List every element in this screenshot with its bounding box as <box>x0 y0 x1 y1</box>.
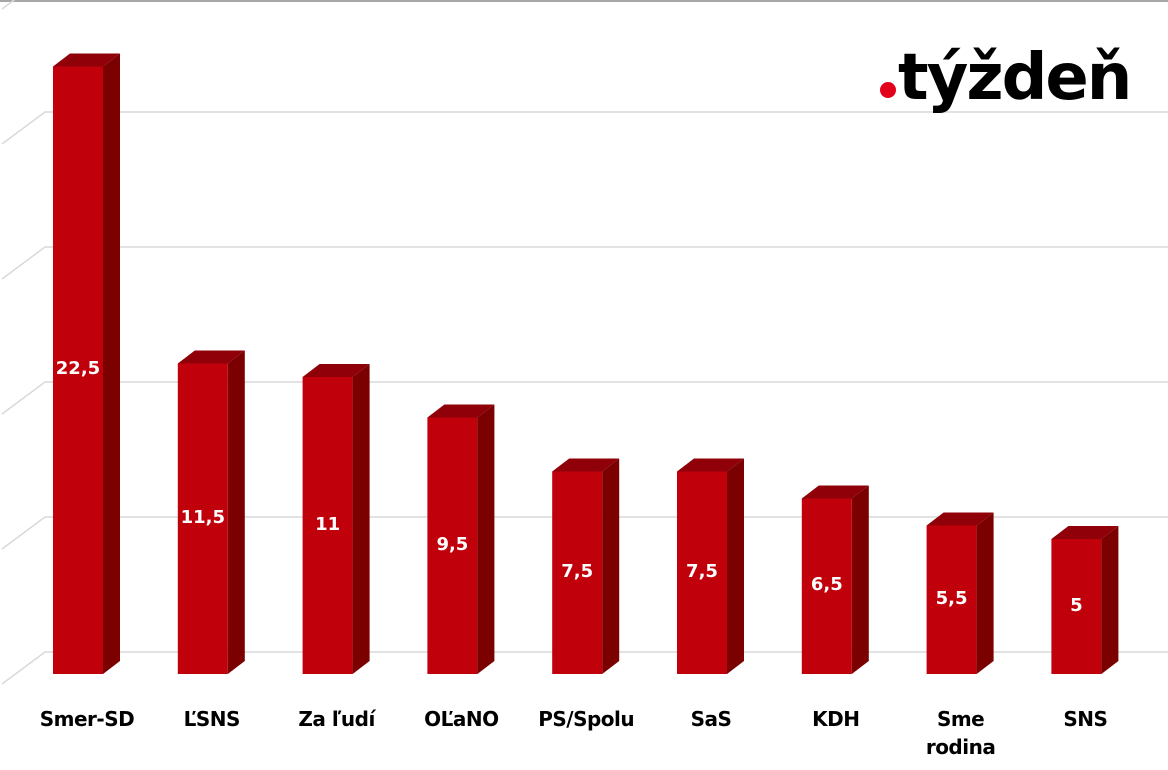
bar-5 <box>552 458 620 674</box>
category-label-line: KDH <box>812 707 860 731</box>
bar-4 <box>427 404 495 674</box>
gridline <box>1 651 1168 685</box>
bar-1 <box>53 53 120 674</box>
value-label: 9,5 <box>436 533 469 555</box>
value-label: 7,5 <box>561 560 594 582</box>
category-label: ĽSNS <box>152 705 272 733</box>
bar-3 <box>302 364 370 674</box>
category-label: PS/Spolu <box>526 705 646 733</box>
logo-dot-icon <box>880 82 896 98</box>
value-label: 6,5 <box>810 574 843 596</box>
category-label: OĽaNO <box>401 705 521 733</box>
gridline <box>1 0 16 10</box>
category-label-line: SaS <box>690 707 732 731</box>
category-label: Sme rodina <box>901 705 1021 761</box>
tyzden-logo: týždeň <box>880 38 1132 118</box>
value-label: 11 <box>315 513 341 535</box>
category-label-line: Za ľudí <box>298 707 375 731</box>
category-label-line: SNS <box>1063 707 1108 731</box>
gridline <box>1 111 1168 145</box>
value-label: 5 <box>1070 594 1083 616</box>
category-label-line: PS/Spolu <box>538 707 635 731</box>
bar-6 <box>677 458 744 674</box>
value-label: 22,5 <box>55 358 101 380</box>
logo-text: týždeň <box>898 41 1132 115</box>
value-label: 7,5 <box>686 560 718 582</box>
category-label-line: Sme <box>936 707 985 731</box>
category-label: SaS <box>651 705 771 733</box>
category-label: Za ľudí <box>277 705 397 733</box>
gridlines <box>1 0 1168 685</box>
gridline <box>1 246 1168 280</box>
category-label-line: rodina <box>925 735 996 759</box>
gridline <box>1 381 1168 415</box>
bar-9 <box>1051 526 1119 674</box>
top-border <box>0 0 1168 2</box>
bar-8 <box>926 512 994 674</box>
category-label-line: Smer-SD <box>39 707 135 731</box>
bar-7 <box>801 485 869 674</box>
category-label-line: OĽaNO <box>424 707 499 731</box>
bar-2 <box>177 350 245 674</box>
bars <box>53 53 1119 674</box>
category-label-line: ĽSNS <box>183 707 241 731</box>
category-label: SNS <box>1025 705 1145 733</box>
value-label: 11,5 <box>180 506 225 528</box>
category-label: KDH <box>776 705 896 733</box>
category-label: Smer-SD <box>27 705 147 733</box>
value-label: 5,5 <box>935 587 968 609</box>
gridline <box>1 516 1168 550</box>
